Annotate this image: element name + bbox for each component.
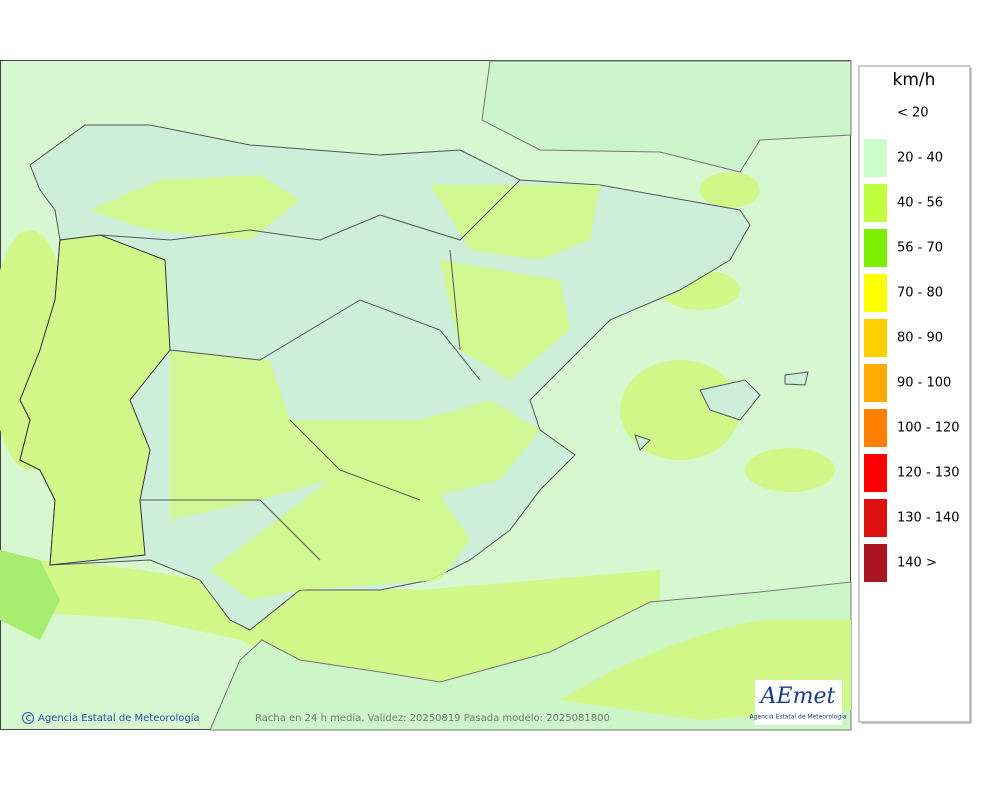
wind-zone: [700, 172, 760, 208]
legend-label: 70 - 80: [897, 286, 943, 301]
legend-label: 120 - 130: [897, 466, 960, 481]
copyright-icon: [22, 712, 34, 724]
wind-zone: [620, 360, 740, 460]
legend-swatch: [864, 544, 887, 582]
legend-swatch: [864, 274, 887, 312]
legend-label: 90 - 100: [897, 376, 951, 391]
wind-zone: [430, 185, 600, 260]
legend-label: 140 >: [897, 556, 937, 571]
balearic-islands: [634, 371, 809, 451]
legend-swatch: [864, 229, 887, 267]
wind-zone: [170, 350, 540, 520]
logo-box: [755, 680, 842, 725]
caption: Racha en 24 h media. Validez: 20250819 P…: [255, 713, 610, 724]
credit: Agencia Estatal de Meteorología: [38, 712, 200, 724]
legend-swatch: [864, 184, 887, 222]
legend-label: 100 - 120: [897, 421, 960, 436]
logo-subtitle: Agencia Estatal de Meteorología: [750, 714, 847, 721]
legend-swatch: [864, 319, 887, 357]
legend-swatch: [864, 364, 887, 402]
legend-label: 56 - 70: [897, 241, 943, 256]
legend: km/h < 20 20 - 40 40 - 56 56 - 70 70 - 80 80 …: [858, 65, 972, 724]
wind-zone: [210, 480, 470, 600]
legend-title: km/h: [893, 70, 936, 90]
legend-label: 80 - 90: [897, 331, 943, 346]
legend-label: 40 - 56: [897, 196, 943, 211]
legend-swatch: [864, 454, 887, 492]
wind-zone: [440, 260, 570, 380]
france: [481, 60, 852, 173]
wind-zone: [745, 448, 835, 492]
legend-label: 130 - 140: [897, 511, 960, 526]
legend-swatch: [864, 139, 887, 177]
region-borders: [99, 179, 521, 561]
logo: AEmet Agencia Estatal de Meteorología: [750, 680, 847, 725]
wind-zone: [90, 175, 300, 240]
logo-name: AEmet: [759, 684, 836, 709]
wind-zone: [0, 560, 660, 690]
legend-swatch: [864, 94, 887, 132]
portugal: [19, 234, 171, 566]
copyright-icon: [26, 715, 31, 721]
map: [0, 60, 852, 731]
wind-zone: [0, 550, 60, 640]
footer: Agencia Estatal de Meteorología Racha en…: [22, 712, 610, 724]
legend-swatch: [864, 409, 887, 447]
legend-label: 20 - 40: [897, 151, 943, 166]
legend-label: < 20: [897, 106, 929, 121]
legend-swatch: [864, 499, 887, 537]
